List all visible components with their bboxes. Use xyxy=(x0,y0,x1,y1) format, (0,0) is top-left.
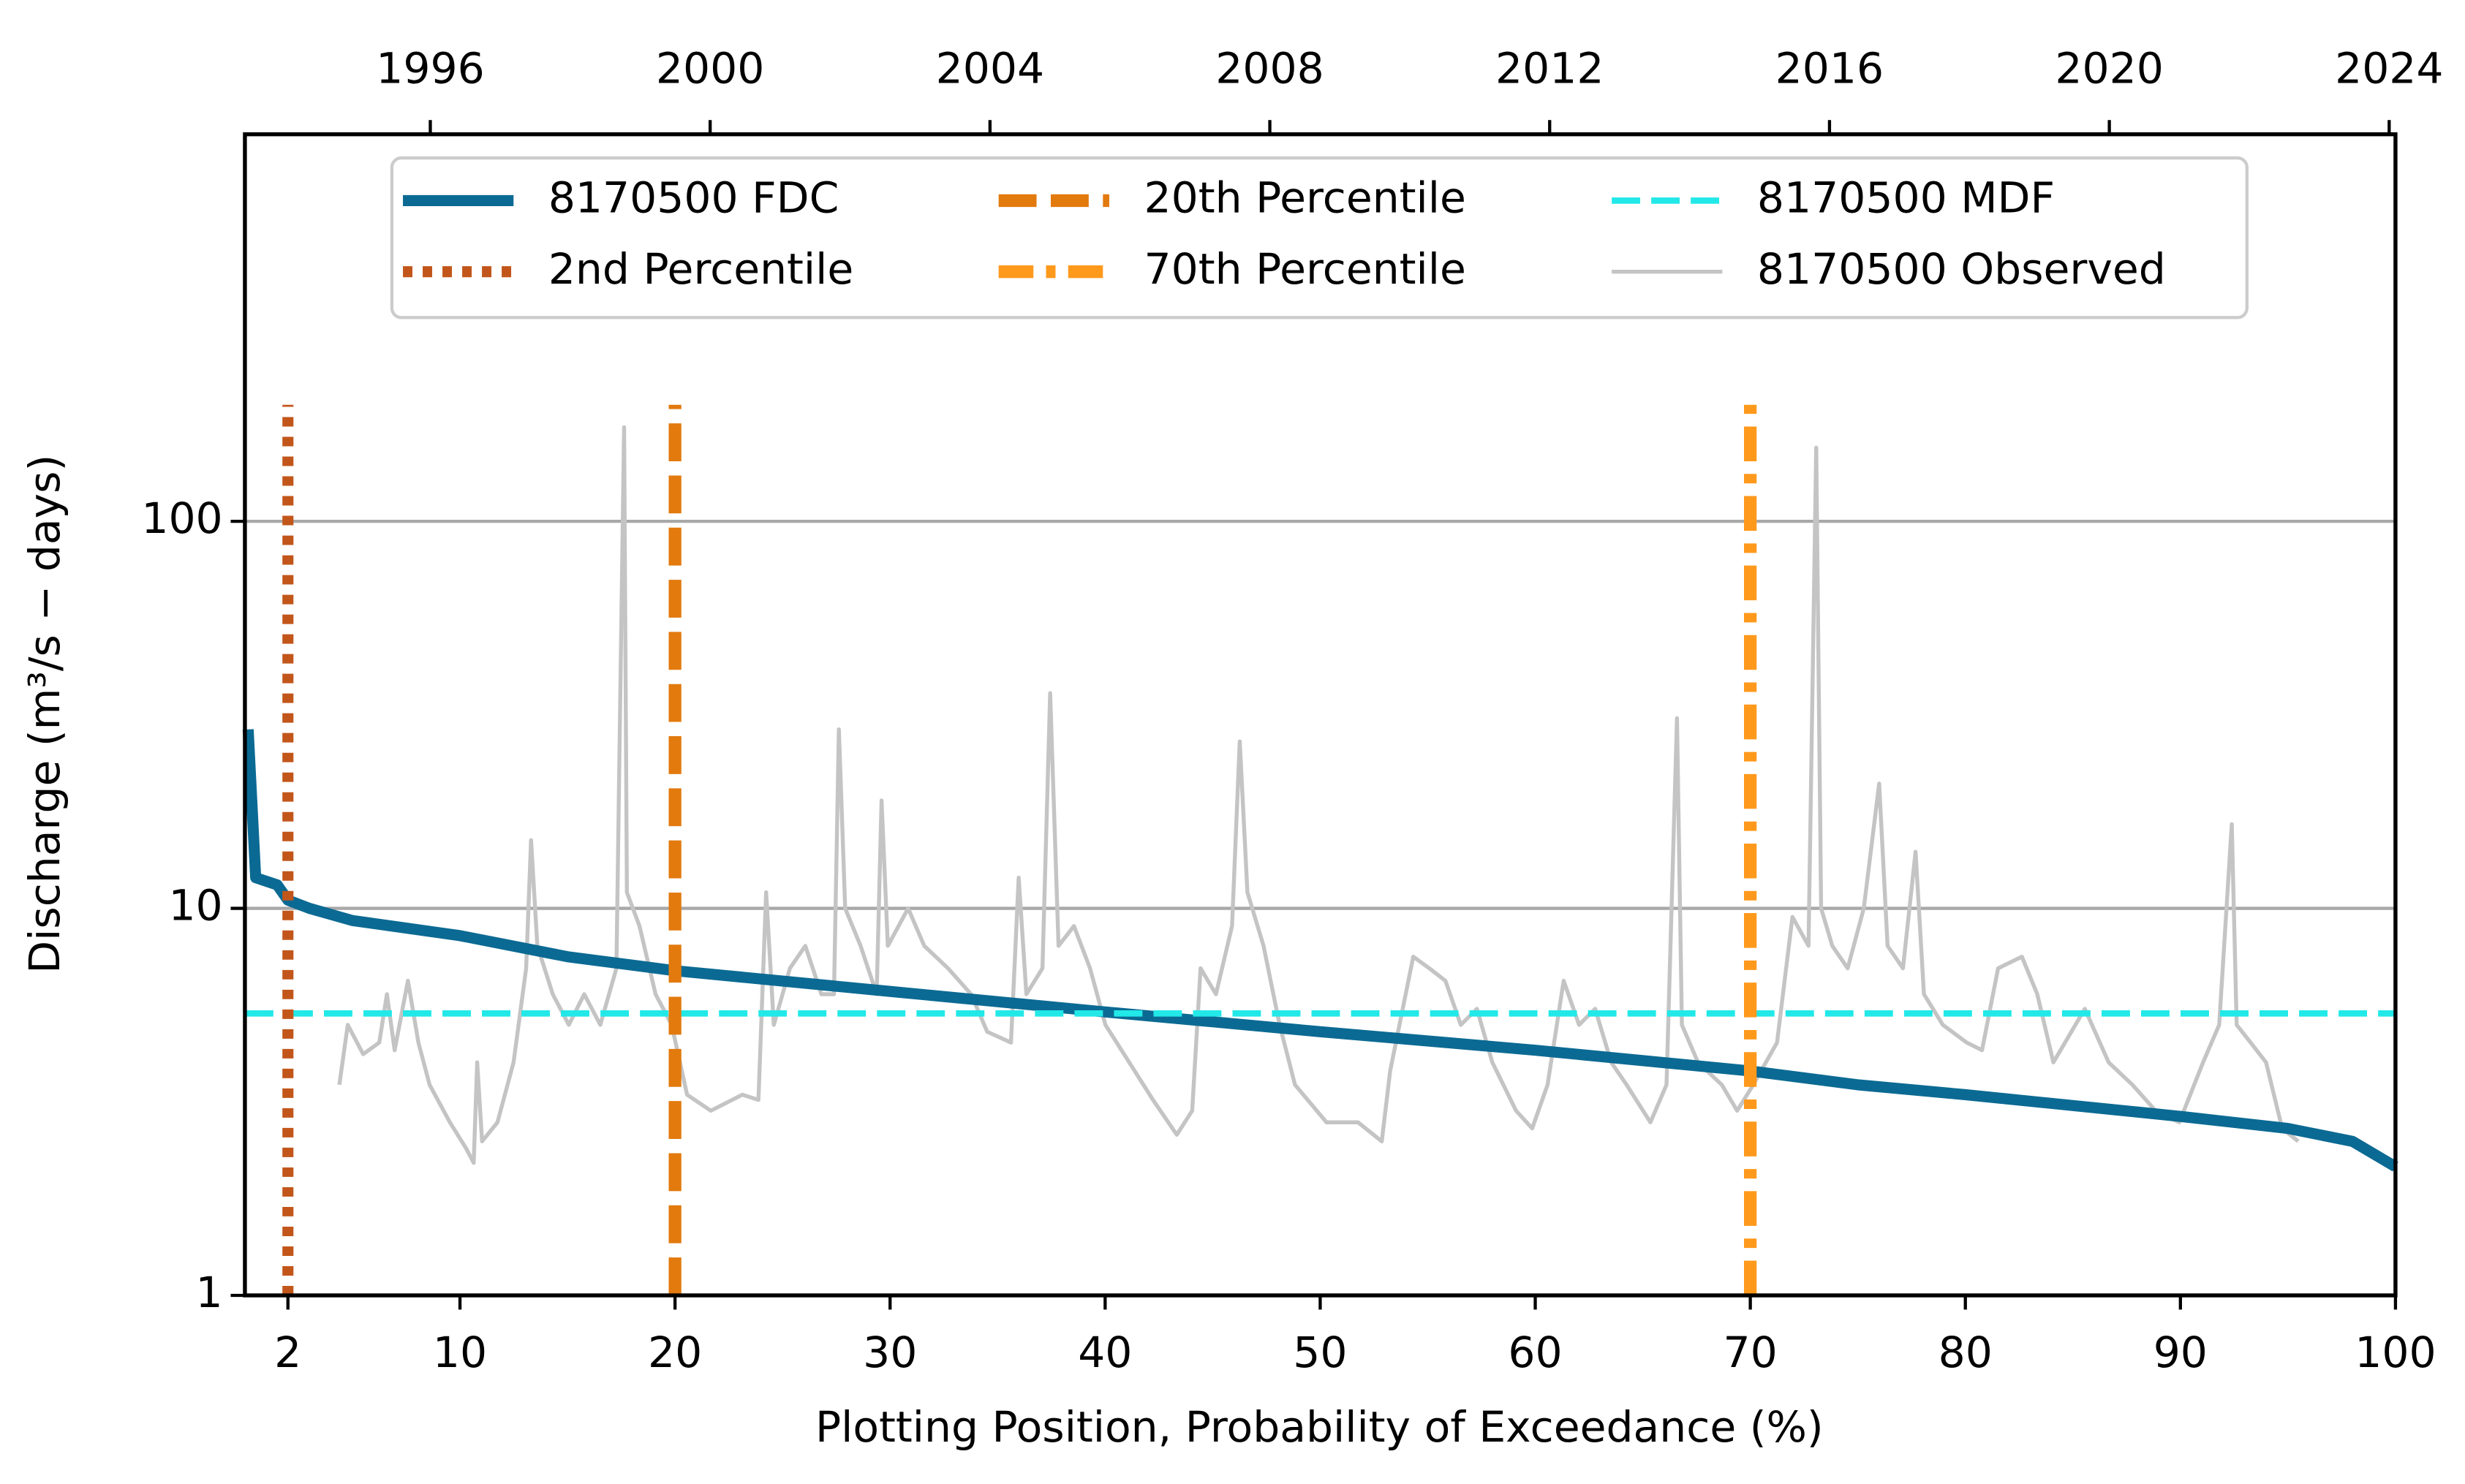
x2-tick-label: 2020 xyxy=(2055,43,2163,93)
x-tick-label: 70 xyxy=(1724,1328,1778,1377)
x2-tick-label: 2008 xyxy=(1215,43,1324,93)
series-line xyxy=(337,425,2300,1165)
legend-label: 2nd Percentile xyxy=(548,244,853,294)
x2-tick-label: 2024 xyxy=(2335,43,2443,93)
x-tick-label: 80 xyxy=(1939,1328,1993,1377)
x2-tick-label: 1996 xyxy=(376,43,484,93)
y-tick-label: 10 xyxy=(168,881,222,931)
x-axis-label: Plotting Position, Probability of Exceed… xyxy=(815,1402,1824,1452)
legend-label: 20th Percentile xyxy=(1144,173,1465,223)
x2-tick-label: 2000 xyxy=(656,43,764,93)
y-tick-label: 100 xyxy=(141,493,222,543)
legend: 8170500 FDC 2nd Percentile 20th Percentile… xyxy=(390,156,2249,319)
x-tick-label: 2 xyxy=(274,1328,301,1377)
x2-tick-label: 2004 xyxy=(936,43,1044,93)
x-tick-label: 100 xyxy=(2355,1328,2436,1377)
x-tick-label: 90 xyxy=(2153,1328,2208,1377)
series-line xyxy=(242,729,2398,1172)
x-tick-label: 20 xyxy=(648,1328,702,1377)
legend-label: 70th Percentile xyxy=(1144,244,1465,294)
legend-label: 8170500 FDC xyxy=(548,173,839,223)
legend-box xyxy=(390,156,2249,319)
y-tick-label: 1 xyxy=(196,1268,223,1317)
x-tick-label: 60 xyxy=(1508,1328,1562,1377)
x-tick-label: 40 xyxy=(1078,1328,1132,1377)
x2-tick-label: 2016 xyxy=(1775,43,1884,93)
legend-label: 8170500 MDF xyxy=(1757,173,2055,223)
y-axis-label: Discharge (m³/s − days) xyxy=(20,455,69,974)
x2-tick-label: 2012 xyxy=(1495,43,1604,93)
x-tick-label: 30 xyxy=(863,1328,917,1377)
x-tick-label: 50 xyxy=(1293,1328,1347,1377)
legend-label: 8170500 Observed xyxy=(1757,244,2166,294)
x-tick-label: 10 xyxy=(433,1328,487,1377)
